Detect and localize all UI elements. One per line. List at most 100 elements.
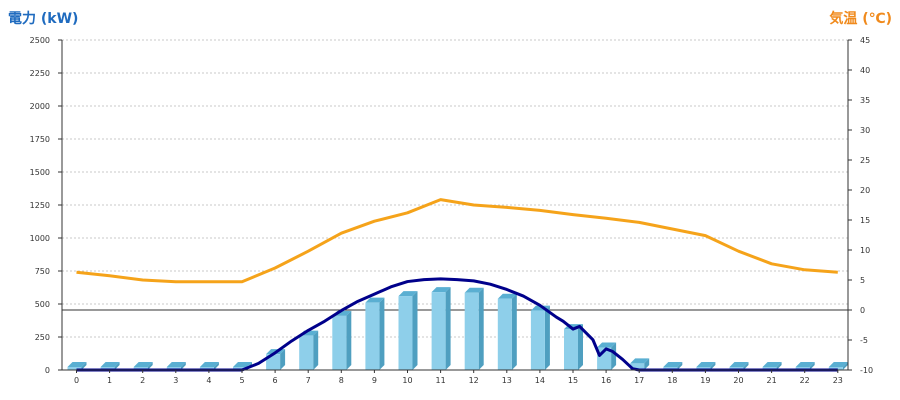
bar-top	[630, 358, 650, 364]
bar-side	[578, 324, 583, 370]
bar-top	[828, 362, 848, 367]
x-tick-label: 11	[436, 376, 446, 385]
bar	[464, 292, 479, 370]
bar-side	[280, 349, 286, 370]
bar-top	[696, 362, 716, 367]
bar-top	[597, 342, 617, 348]
bar-top	[497, 293, 517, 299]
bar-side	[776, 362, 782, 370]
right-tick-label: 30	[860, 126, 870, 135]
right-tick-label: 45	[860, 36, 870, 45]
bar	[332, 315, 347, 370]
bar	[630, 363, 645, 370]
left-tick-label: 1500	[30, 168, 50, 177]
bar-side	[511, 293, 517, 370]
x-tick-label: 19	[700, 376, 710, 385]
left-tick-label: 1250	[30, 201, 50, 210]
left-tick-label: 250	[35, 333, 50, 342]
bar-side	[842, 362, 848, 370]
bar-side	[412, 291, 418, 370]
x-tick-label: 0	[74, 376, 79, 385]
x-tick-label: 4	[206, 376, 211, 385]
bar-top	[762, 362, 782, 367]
bar-side	[677, 362, 683, 370]
x-tick-label: 20	[733, 376, 743, 385]
power-line	[76, 277, 838, 372]
bar-top	[166, 362, 186, 367]
x-tick-label: 23	[833, 376, 843, 385]
x-tick-label: 7	[306, 376, 311, 385]
right-tick-label: 15	[860, 216, 870, 225]
x-tick-label: 21	[767, 376, 777, 385]
x-tick-label: 10	[402, 376, 412, 385]
grid-layer	[62, 39, 848, 338]
bar-layer	[67, 287, 848, 370]
x-tick-label: 15	[568, 376, 578, 385]
x-tick-label: 14	[535, 376, 545, 385]
right-tick-label: 35	[860, 96, 870, 105]
x-tick-label: 13	[502, 376, 512, 385]
bar	[365, 302, 380, 370]
right-tick-label: 25	[860, 156, 870, 165]
bar	[497, 298, 512, 370]
right-tick-label: 20	[860, 186, 870, 195]
axis-layer: 02505007501000125015001750200022502500-1…	[30, 36, 873, 385]
bar-side	[114, 362, 120, 370]
x-tick-label: 8	[339, 376, 344, 385]
bar-side	[346, 310, 352, 370]
x-tick-label: 22	[800, 376, 810, 385]
bar-top	[663, 362, 683, 367]
bar	[67, 367, 82, 370]
x-tick-label: 12	[469, 376, 479, 385]
right-axis-title: 気温 (℃)	[829, 11, 892, 27]
bar	[530, 310, 545, 370]
x-tick-label: 18	[667, 376, 677, 385]
left-tick-label: 1750	[30, 135, 50, 144]
x-tick-label: 16	[601, 376, 611, 385]
left-tick-label: 2500	[30, 36, 50, 45]
bar	[431, 292, 446, 370]
bar-top	[431, 287, 451, 293]
line-layer	[76, 198, 838, 372]
temperature-line	[76, 198, 838, 284]
bar-side	[644, 358, 650, 370]
bar	[398, 296, 413, 370]
bar-side	[313, 330, 319, 370]
bar-side	[147, 362, 153, 370]
bar-side	[544, 305, 550, 370]
bar-top	[795, 362, 815, 367]
bar-top	[729, 362, 749, 367]
bar	[564, 329, 578, 370]
x-tick-label: 17	[634, 376, 644, 385]
right-tick-label: 40	[860, 66, 870, 75]
bar-side	[710, 362, 716, 370]
x-tick-label: 3	[173, 376, 178, 385]
right-tick-label: 5	[860, 276, 865, 285]
bar-side	[445, 287, 451, 370]
bar-side	[809, 362, 815, 370]
x-tick-label: 2	[140, 376, 145, 385]
right-tick-label: -10	[860, 366, 873, 375]
bar-top	[233, 362, 252, 367]
bar	[299, 335, 314, 370]
x-tick-label: 5	[239, 376, 244, 385]
left-tick-label: 2000	[30, 102, 50, 111]
bar-side	[379, 297, 385, 370]
x-tick-label: 6	[273, 376, 278, 385]
bar-side	[478, 287, 484, 370]
bar-top	[133, 362, 153, 367]
bar-top	[398, 291, 418, 297]
left-tick-label: 0	[45, 366, 50, 375]
left-tick-label: 500	[35, 300, 50, 309]
bar-top	[199, 362, 219, 367]
bar-top	[464, 287, 484, 293]
x-tick-label: 1	[107, 376, 112, 385]
bar-top	[100, 362, 120, 367]
left-axis-title: 電力 (kW)	[8, 11, 79, 27]
right-tick-label: -5	[860, 336, 868, 345]
bar-top	[67, 362, 87, 367]
bar-side	[213, 362, 219, 370]
bar-side	[180, 362, 186, 370]
